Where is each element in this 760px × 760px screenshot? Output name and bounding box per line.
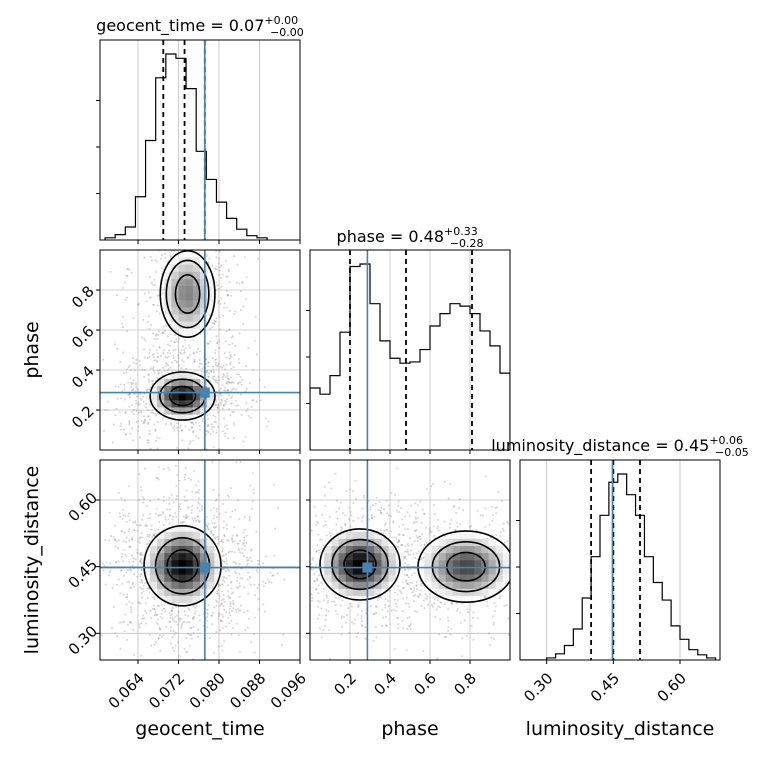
contour-phase-luminosity_distance-1-1	[431, 540, 501, 593]
frame-2-0	[99, 459, 301, 661]
xtick-label-geocent_time: 0.064	[105, 669, 148, 712]
frame-2-1	[309, 459, 511, 661]
contour-phase-luminosity_distance-0-1	[331, 538, 389, 591]
ytick-label-luminosity_distance: 0.45	[65, 556, 101, 592]
grid-0-0	[137, 40, 301, 240]
xtick-label-phase: 0.2	[330, 669, 360, 699]
xlabel-luminosity-distance: luminosity_distance	[526, 718, 715, 740]
contour-geocent_time-phase-1-2	[159, 250, 216, 339]
ytick-label-luminosity_distance: 0.30	[65, 622, 101, 658]
frame-1-0	[99, 249, 301, 451]
ylabel-luminosity-distance: luminosity_distance	[21, 466, 43, 655]
histogram-phase	[310, 263, 510, 450]
injection-marker	[362, 562, 373, 573]
ticks-1-1	[349, 450, 471, 454]
xtick-label-geocent_time: 0.072	[145, 669, 188, 712]
xtick-label-geocent_time: 0.080	[186, 669, 229, 712]
joint-geocent_time-phase	[100, 250, 300, 450]
ytick-label-luminosity_distance: 0.60	[65, 489, 101, 525]
ticks-1-0	[96, 289, 301, 454]
contour-phase-luminosity_distance-1-2	[417, 530, 510, 604]
histogram-geocent_time	[104, 53, 268, 240]
contour-geocent_time-phase-1-0	[174, 273, 201, 314]
samples-phase-luminosity_distance	[310, 467, 510, 660]
ticks-0-0	[137, 240, 301, 244]
title-geocent-time: geocent_time = 0.07+0.00 −0.00	[96, 14, 304, 39]
xtick-label-geocent_time: 0.096	[267, 669, 310, 712]
joint-phase-luminosity_distance	[310, 460, 510, 660]
ytick-label-phase: 0.8	[68, 282, 98, 312]
ytick-label-phase: 0.6	[68, 322, 98, 352]
contour-geocent_time-phase-0-0	[168, 385, 197, 407]
frame-2-2	[519, 459, 721, 661]
contour-geocent_time-phase-1-1	[165, 259, 210, 329]
contour-geocent_time-luminosity_distance-0-0	[166, 548, 199, 583]
xtick-label-phase: 0.4	[370, 669, 400, 699]
contour-phase-luminosity_distance-0-2	[319, 528, 401, 601]
ticks-2-1	[306, 499, 471, 664]
xtick-label-luminosity_distance: 0.30	[520, 669, 556, 705]
ticks-2-2	[546, 660, 681, 664]
frame-1-1	[309, 249, 511, 451]
frame-0-0	[99, 39, 301, 241]
xlabel-geocent-time: geocent_time	[135, 718, 264, 740]
xtick-label-phase: 0.8	[450, 669, 480, 699]
title-luminosity-distance: luminosity_distance = 0.45+0.06 −0.05	[491, 434, 749, 459]
contour-geocent_time-luminosity_distance-0-2	[143, 524, 222, 607]
xtick-label-luminosity_distance: 0.45	[587, 669, 623, 705]
joint-geocent_time-luminosity_distance	[100, 460, 300, 660]
title-phase: phase = 0.48+0.33 −0.28	[337, 225, 484, 250]
contour-geocent_time-phase-0-2	[149, 371, 216, 421]
injection-marker	[199, 562, 210, 573]
histogram-luminosity_distance	[520, 473, 717, 660]
contour-phase-luminosity_distance-0-0	[343, 549, 377, 580]
xtick-label-phase: 0.6	[410, 669, 440, 699]
xtick-label-geocent_time: 0.088	[226, 669, 269, 712]
ytick-label-phase: 0.4	[68, 362, 98, 392]
contour-phase-luminosity_distance-1-0	[445, 551, 486, 582]
ytick-label-phase: 0.2	[68, 402, 98, 432]
ticks-2-0	[96, 499, 301, 664]
ylabel-phase: phase	[21, 321, 43, 378]
xtick-label-luminosity_distance: 0.60	[654, 669, 690, 705]
injection-marker	[199, 387, 210, 398]
xlabel-phase: phase	[381, 718, 438, 740]
